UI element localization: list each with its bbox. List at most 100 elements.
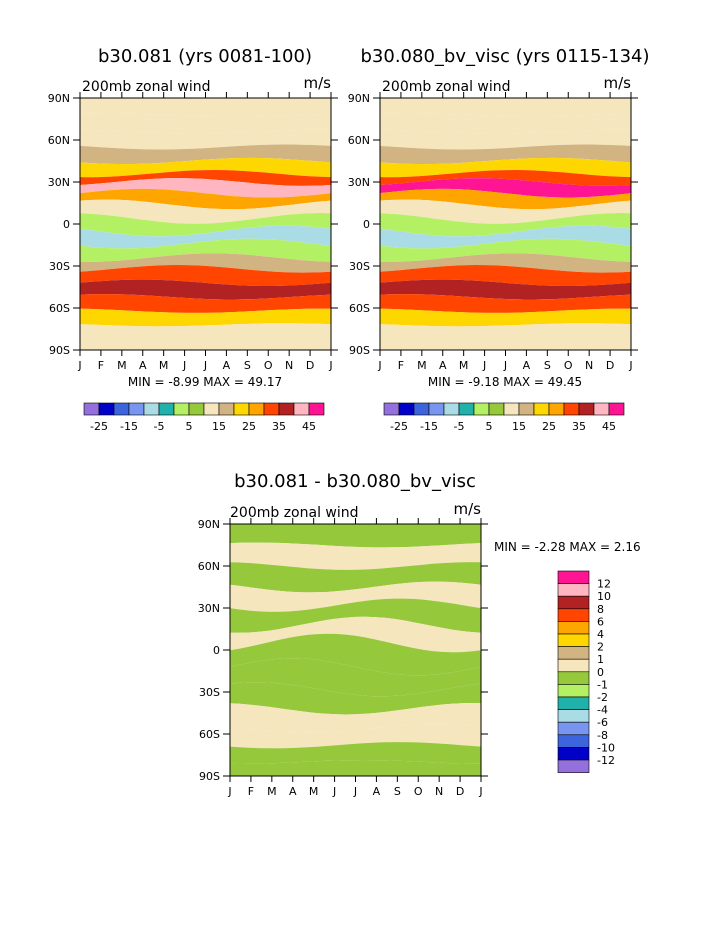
x-tick-label: A	[523, 359, 531, 372]
x-tick-label: O	[264, 359, 273, 372]
contour-band	[80, 129, 331, 150]
x-tick-label: M	[117, 359, 127, 372]
colorbar-swatch	[458, 402, 475, 416]
contour-band	[380, 157, 631, 178]
colorbar-label: 10	[597, 590, 611, 603]
colorbar-swatch	[278, 402, 295, 416]
colorbar-swatch	[188, 402, 205, 416]
colorbar-swatch	[293, 402, 310, 416]
colorbar-swatch	[557, 759, 590, 773]
colorbar-label: -6	[597, 716, 608, 729]
contour-band	[230, 633, 481, 676]
x-tick-label: J	[482, 359, 486, 372]
x-tick-label: D	[306, 359, 314, 372]
y-tick-label: 90S	[199, 770, 220, 783]
x-tick-label: J	[77, 359, 81, 372]
colorbar-swatch	[83, 402, 100, 416]
contour-band	[80, 170, 331, 186]
panel-2: b30.080_bv_visc (yrs 0115-134) 200mb zon…	[348, 46, 650, 433]
x-tick-label: M	[267, 785, 277, 798]
contour-band	[80, 265, 331, 286]
colorbar-label: -12	[597, 754, 615, 767]
x-tick-label: J	[377, 359, 381, 372]
colorbar-swatch	[488, 402, 505, 416]
colorbar-swatch	[563, 402, 580, 416]
colorbar-swatch	[593, 402, 610, 416]
y-tick-label: 0	[63, 218, 70, 231]
contour-band	[80, 199, 331, 224]
contour-band	[230, 542, 481, 570]
contour-band	[80, 253, 331, 273]
colorbar-label: 35	[572, 420, 586, 433]
y-tick-label: 0	[363, 218, 370, 231]
x-tick-label: J	[503, 359, 507, 372]
contour-band	[80, 98, 331, 116]
colorbar-swatch	[443, 402, 460, 416]
y-tick-label: 60N	[198, 560, 220, 573]
contour-band	[380, 323, 631, 350]
colorbar-swatch	[518, 402, 535, 416]
panel-1-stats: MIN = -8.99 MAX = 49.17	[128, 375, 282, 389]
panel-1-colorbar: -25 -15 -5 5 15 25 35 45	[83, 402, 325, 433]
x-tick-label: N	[585, 359, 593, 372]
contour-band	[380, 199, 631, 224]
panel-3-title: b30.081 - b30.080_bv_visc	[234, 471, 476, 492]
colorbar-swatch	[143, 402, 160, 416]
colorbar-label: -25	[390, 420, 408, 433]
colorbar-label: -5	[154, 420, 165, 433]
colorbar-label: 5	[186, 420, 193, 433]
contour-band	[80, 144, 331, 165]
colorbar-label: -15	[420, 420, 438, 433]
colorbar-swatch	[578, 402, 595, 416]
y-tick-label: 60S	[349, 302, 370, 315]
colorbar-label: 0	[597, 666, 604, 679]
colorbar-swatch	[557, 658, 590, 673]
x-tick-label: A	[439, 359, 447, 372]
colorbar-label: 15	[512, 420, 526, 433]
colorbar-swatch	[548, 402, 565, 416]
colorbar-swatch	[308, 402, 325, 416]
contour-band	[80, 225, 331, 249]
x-tick-label: J	[227, 785, 231, 798]
x-tick-label: N	[435, 785, 443, 798]
panel-2-subtitle: 200mb zonal wind	[382, 79, 511, 95]
contour-band	[80, 178, 331, 198]
colorbar-label: 8	[597, 603, 604, 616]
colorbar-label: 35	[272, 420, 286, 433]
colorbar-swatch	[113, 402, 130, 416]
colorbar-swatch	[608, 402, 625, 416]
colorbar-swatch	[557, 595, 590, 610]
colorbar-label: 45	[602, 420, 616, 433]
panel-3-units: m/s	[454, 500, 482, 518]
colorbar-swatch	[248, 402, 265, 416]
contour-band	[380, 98, 631, 116]
x-tick-label: F	[248, 785, 254, 798]
contour-band	[380, 170, 631, 186]
colorbar-swatch	[557, 583, 590, 597]
y-tick-label: 60N	[348, 134, 370, 147]
contour-band	[380, 178, 631, 198]
colorbar-swatch	[218, 402, 235, 416]
colorbar-swatch	[557, 671, 590, 685]
colorbar-label: 12	[597, 578, 611, 591]
contour-band	[230, 598, 481, 633]
x-tick-label: S	[394, 785, 401, 798]
y-tick-label: 60N	[48, 134, 70, 147]
colorbar-swatch	[557, 633, 590, 647]
x-tick-label: F	[98, 359, 104, 372]
x-tick-label: J	[628, 359, 632, 372]
x-tick-label: O	[564, 359, 573, 372]
x-tick-label: D	[606, 359, 614, 372]
contour-band	[80, 308, 331, 327]
colorbar-swatch	[557, 646, 590, 660]
contour-band	[380, 213, 631, 237]
contour-band	[80, 157, 331, 178]
colorbar-label: -1	[597, 678, 608, 691]
colorbar-swatch	[557, 696, 590, 710]
colorbar-label: 45	[302, 420, 316, 433]
y-tick-label: 30N	[198, 602, 220, 615]
x-tick-label: D	[456, 785, 464, 798]
contour-band	[230, 703, 481, 733]
